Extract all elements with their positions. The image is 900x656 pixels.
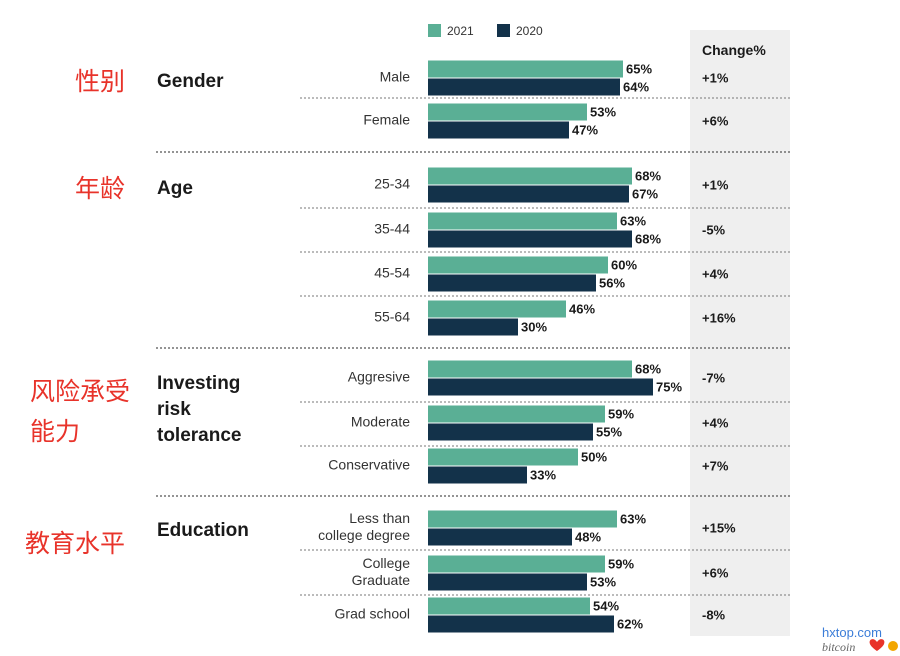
watermark-site: hxtop.com (822, 625, 882, 640)
value-label-2020: 56% (599, 275, 625, 290)
change-value: -5% (702, 222, 726, 237)
row-label: Graduate (352, 572, 411, 588)
change-value: +15% (702, 520, 736, 535)
bar-2020 (428, 230, 632, 248)
bar-2020 (428, 274, 596, 292)
bar-2020 (428, 528, 572, 546)
value-label-2020: 33% (530, 467, 556, 482)
row-label: Grad school (335, 606, 410, 622)
value-label-2021: 59% (608, 406, 634, 421)
chinese-annotation: 性别 (75, 67, 125, 96)
value-label-2021: 65% (626, 61, 652, 76)
category-label: risk (157, 399, 191, 420)
bar-2021 (428, 300, 566, 318)
value-label-2020: 30% (521, 319, 547, 334)
value-label-2021: 46% (569, 301, 595, 316)
row-label: college degree (318, 527, 410, 543)
value-label-2021: 60% (611, 257, 637, 272)
chinese-annotation: 年龄 (75, 174, 125, 203)
value-label-2021: 53% (590, 104, 616, 119)
value-label-2020: 62% (617, 616, 643, 631)
bar-2021 (428, 256, 608, 274)
bar-2020 (428, 466, 527, 484)
value-label-2020: 75% (656, 379, 682, 394)
category-label: Gender (157, 71, 224, 92)
bar-2020 (428, 615, 614, 633)
value-label-2020: 67% (632, 186, 658, 201)
value-label-2021: 59% (608, 556, 634, 571)
bar-2020 (428, 573, 587, 591)
heart-icon (869, 639, 885, 651)
chinese-annotation: 能力 (30, 417, 80, 446)
value-label-2021: 54% (593, 598, 619, 613)
bar-2021 (428, 103, 587, 121)
change-value: +16% (702, 310, 736, 325)
bar-2021 (428, 60, 623, 78)
legend-swatch-2021 (428, 24, 441, 37)
watermark-tag: bitcoin (822, 640, 855, 654)
bar-2021 (428, 597, 590, 615)
change-value: +1% (702, 177, 729, 192)
row-label: Moderate (351, 414, 410, 430)
change-value: +4% (702, 266, 729, 281)
bitcoin-icon (888, 641, 898, 651)
value-label-2020: 68% (635, 231, 661, 246)
bar-2020 (428, 378, 653, 396)
value-label-2021: 63% (620, 213, 646, 228)
change-value: +1% (702, 70, 729, 85)
bar-2021 (428, 448, 578, 466)
bar-2021 (428, 167, 632, 185)
category-label: Education (157, 520, 249, 541)
category-label: Age (157, 178, 193, 199)
row-label: Male (380, 69, 411, 85)
value-label-2020: 48% (575, 529, 601, 544)
bar-2020 (428, 423, 593, 441)
row-label: 25-34 (374, 176, 410, 192)
row-label: 35-44 (374, 221, 410, 237)
value-label-2021: 50% (581, 449, 607, 464)
bar-2020 (428, 185, 629, 203)
row-label: Conservative (328, 457, 410, 473)
row-label: Aggresive (348, 369, 410, 385)
value-label-2020: 53% (590, 574, 616, 589)
value-label-2020: 47% (572, 122, 598, 137)
row-label: 55-64 (374, 309, 410, 325)
category-label: tolerance (157, 425, 241, 446)
bar-2020 (428, 318, 518, 336)
change-value: -8% (702, 607, 726, 622)
bar-2021 (428, 510, 617, 528)
category-label: Investing (157, 373, 240, 394)
bar-2021 (428, 212, 617, 230)
value-label-2020: 64% (623, 79, 649, 94)
change-value: -7% (702, 370, 726, 385)
chinese-annotation: 教育水平 (25, 529, 125, 558)
bar-2020 (428, 78, 620, 96)
bar-2020 (428, 121, 569, 139)
row-label: College (363, 555, 411, 571)
change-value: +6% (702, 565, 729, 580)
row-label: Female (363, 112, 410, 128)
chinese-annotation: 风险承受 (30, 377, 130, 406)
change-value: +4% (702, 415, 729, 430)
row-label: 45-54 (374, 265, 410, 281)
legend-swatch-2020 (497, 24, 510, 37)
legend-label-2021: 2021 (447, 24, 474, 38)
row-label: Less than (349, 510, 410, 526)
legend-label-2020: 2020 (516, 24, 543, 38)
change-column-bg (690, 30, 790, 636)
bar-2021 (428, 555, 605, 573)
value-label-2021: 63% (620, 511, 646, 526)
bar-2021 (428, 360, 632, 378)
bar-2021 (428, 405, 605, 423)
change-value: +6% (702, 113, 729, 128)
value-label-2020: 55% (596, 424, 622, 439)
change-header: Change% (702, 42, 766, 58)
change-value: +7% (702, 458, 729, 473)
value-label-2021: 68% (635, 361, 661, 376)
value-label-2021: 68% (635, 168, 661, 183)
